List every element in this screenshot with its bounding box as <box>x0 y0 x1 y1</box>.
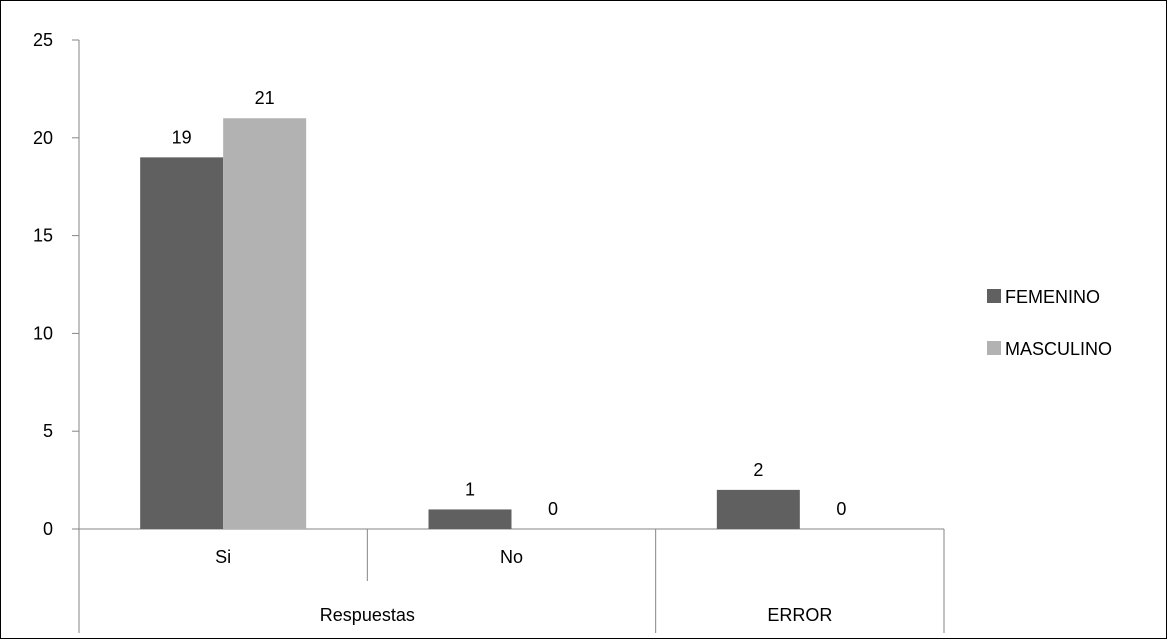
y-tick-label: 10 <box>33 323 53 343</box>
data-label: 0 <box>548 499 558 519</box>
data-label: 0 <box>836 499 846 519</box>
legend-swatch-femenino <box>987 289 1001 303</box>
legend-label-masculino: MASCULINO <box>1005 339 1112 359</box>
bars <box>140 118 800 530</box>
legend-label-femenino: FEMENINO <box>1005 287 1100 307</box>
y-tick-label: 20 <box>33 128 53 148</box>
data-label: 1 <box>465 479 475 499</box>
x-category-label: Si <box>215 547 231 567</box>
y-tick-label: 5 <box>43 421 53 441</box>
x-group-label: ERROR <box>767 605 832 625</box>
x-category-label: No <box>500 547 523 567</box>
x-group-label: Respuestas <box>320 605 415 625</box>
data-label: 19 <box>172 127 192 147</box>
y-tick-label: 0 <box>43 519 53 539</box>
bar-femenino <box>140 157 224 530</box>
legend-swatch-masculino <box>987 341 1001 355</box>
legend: FEMENINO MASCULINO <box>987 287 1112 359</box>
data-label: 2 <box>753 460 763 480</box>
bar-femenino <box>428 509 512 529</box>
data-label: 21 <box>255 88 275 108</box>
bar-masculino <box>223 118 307 530</box>
bar-femenino <box>716 489 800 529</box>
y-tick-label: 25 <box>33 30 53 50</box>
y-tick-label: 15 <box>33 226 53 246</box>
labels: 0 5 10 15 20 25 Si No Respuestas ERROR 19 1 2 21 0 0 <box>33 30 846 625</box>
